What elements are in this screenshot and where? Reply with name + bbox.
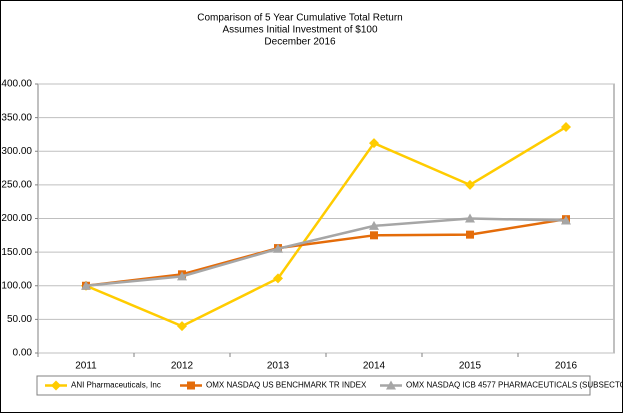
y-tick-label: 0.00 bbox=[13, 348, 33, 359]
y-tick-label: 150.00 bbox=[1, 247, 32, 258]
legend-marker bbox=[386, 380, 396, 390]
legend-marker bbox=[187, 381, 195, 390]
y-tick-label: 400.00 bbox=[1, 79, 32, 90]
series-line bbox=[85, 217, 567, 287]
series-line bbox=[85, 125, 567, 328]
marker bbox=[465, 179, 475, 190]
marker bbox=[561, 215, 571, 225]
chart-subtitle: December 2016 bbox=[264, 37, 336, 48]
y-tick-label: 300.00 bbox=[1, 146, 32, 157]
x-tick-label: 2016 bbox=[555, 361, 578, 372]
x-tick-label: 2013 bbox=[267, 361, 290, 372]
legend-marker bbox=[51, 380, 61, 391]
marker bbox=[465, 213, 475, 223]
y-tick-label: 350.00 bbox=[1, 112, 32, 123]
marker bbox=[177, 271, 187, 281]
marker bbox=[466, 230, 474, 239]
y-tick-label: 250.00 bbox=[1, 180, 32, 191]
chart-title: Comparison of 5 Year Cumulative Total Re… bbox=[197, 13, 402, 24]
marker bbox=[369, 138, 379, 149]
x-tick-label: 2011 bbox=[75, 361, 97, 372]
marker bbox=[369, 220, 379, 230]
marker bbox=[273, 243, 283, 253]
y-tick-label: 50.00 bbox=[7, 314, 32, 325]
y-tick-label: 200.00 bbox=[1, 213, 32, 224]
marker bbox=[561, 122, 571, 133]
marker bbox=[81, 280, 91, 290]
marker bbox=[273, 273, 283, 284]
title-block: Comparison of 5 Year Cumulative Total Re… bbox=[197, 13, 402, 48]
legend-label: ANI Pharmaceuticals, Inc bbox=[71, 381, 161, 390]
legend: ANI Pharmaceuticals, Inc OMX NASDAQ US BE… bbox=[36, 375, 623, 396]
x-tick-label: 2012 bbox=[171, 361, 194, 372]
legend-label: OMX NASDAQ US BENCHMARK TR INDEX bbox=[206, 381, 367, 390]
chart-subtitle: Assumes Initial Investment of $100 bbox=[222, 25, 378, 36]
x-tick-label: 2015 bbox=[459, 361, 482, 372]
series-line bbox=[85, 217, 567, 287]
legend-box bbox=[36, 375, 591, 396]
x-tick-label: 2014 bbox=[363, 361, 386, 372]
y-tick-label: 100.00 bbox=[1, 280, 32, 291]
marker bbox=[177, 321, 187, 332]
marker bbox=[370, 231, 378, 240]
legend-label: OMX NASDAQ ICB 4577 PHARMACEUTICALS (SUB… bbox=[406, 381, 623, 390]
